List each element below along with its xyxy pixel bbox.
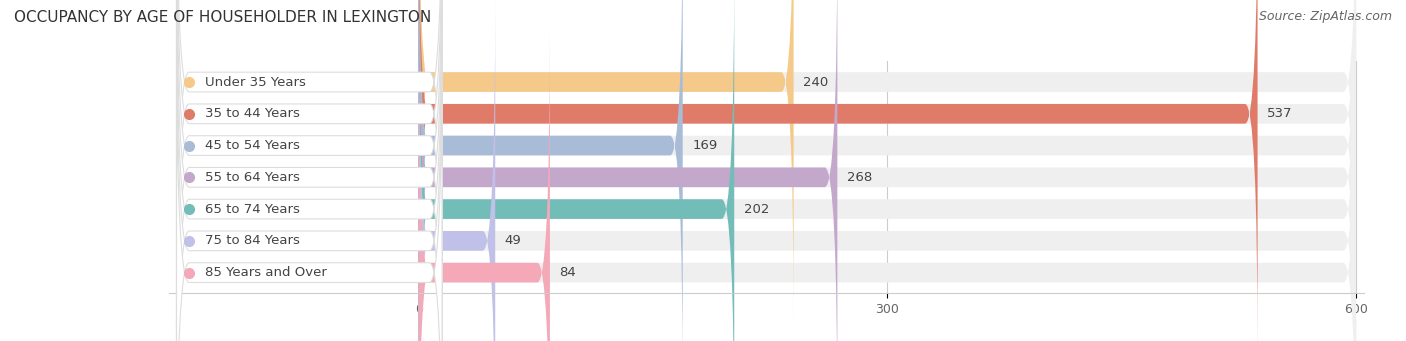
- FancyBboxPatch shape: [177, 0, 441, 326]
- Text: 75 to 84 Years: 75 to 84 Years: [205, 234, 299, 247]
- FancyBboxPatch shape: [419, 0, 838, 341]
- Text: 240: 240: [803, 75, 828, 89]
- Text: 45 to 54 Years: 45 to 54 Years: [205, 139, 299, 152]
- Text: 85 Years and Over: 85 Years and Over: [205, 266, 326, 279]
- FancyBboxPatch shape: [419, 0, 793, 326]
- Text: 268: 268: [846, 171, 872, 184]
- Text: Under 35 Years: Under 35 Years: [205, 75, 305, 89]
- FancyBboxPatch shape: [419, 0, 1355, 341]
- FancyBboxPatch shape: [419, 0, 683, 341]
- FancyBboxPatch shape: [177, 0, 441, 341]
- Text: OCCUPANCY BY AGE OF HOUSEHOLDER IN LEXINGTON: OCCUPANCY BY AGE OF HOUSEHOLDER IN LEXIN…: [14, 10, 432, 25]
- Text: 49: 49: [505, 234, 522, 247]
- Text: 84: 84: [560, 266, 576, 279]
- Text: 55 to 64 Years: 55 to 64 Years: [205, 171, 299, 184]
- FancyBboxPatch shape: [177, 0, 441, 341]
- FancyBboxPatch shape: [419, 0, 1257, 341]
- Text: Source: ZipAtlas.com: Source: ZipAtlas.com: [1258, 10, 1392, 23]
- FancyBboxPatch shape: [177, 0, 441, 341]
- FancyBboxPatch shape: [419, 0, 1355, 341]
- FancyBboxPatch shape: [419, 0, 495, 341]
- FancyBboxPatch shape: [419, 0, 1355, 341]
- Text: 202: 202: [744, 203, 769, 216]
- FancyBboxPatch shape: [419, 0, 1355, 326]
- Text: 169: 169: [692, 139, 717, 152]
- FancyBboxPatch shape: [177, 28, 441, 341]
- FancyBboxPatch shape: [419, 28, 550, 341]
- Text: 537: 537: [1267, 107, 1292, 120]
- FancyBboxPatch shape: [177, 0, 441, 341]
- FancyBboxPatch shape: [419, 0, 1355, 341]
- FancyBboxPatch shape: [419, 0, 1355, 341]
- FancyBboxPatch shape: [419, 28, 1355, 341]
- Text: 35 to 44 Years: 35 to 44 Years: [205, 107, 299, 120]
- FancyBboxPatch shape: [419, 0, 734, 341]
- FancyBboxPatch shape: [177, 0, 441, 341]
- Text: 65 to 74 Years: 65 to 74 Years: [205, 203, 299, 216]
